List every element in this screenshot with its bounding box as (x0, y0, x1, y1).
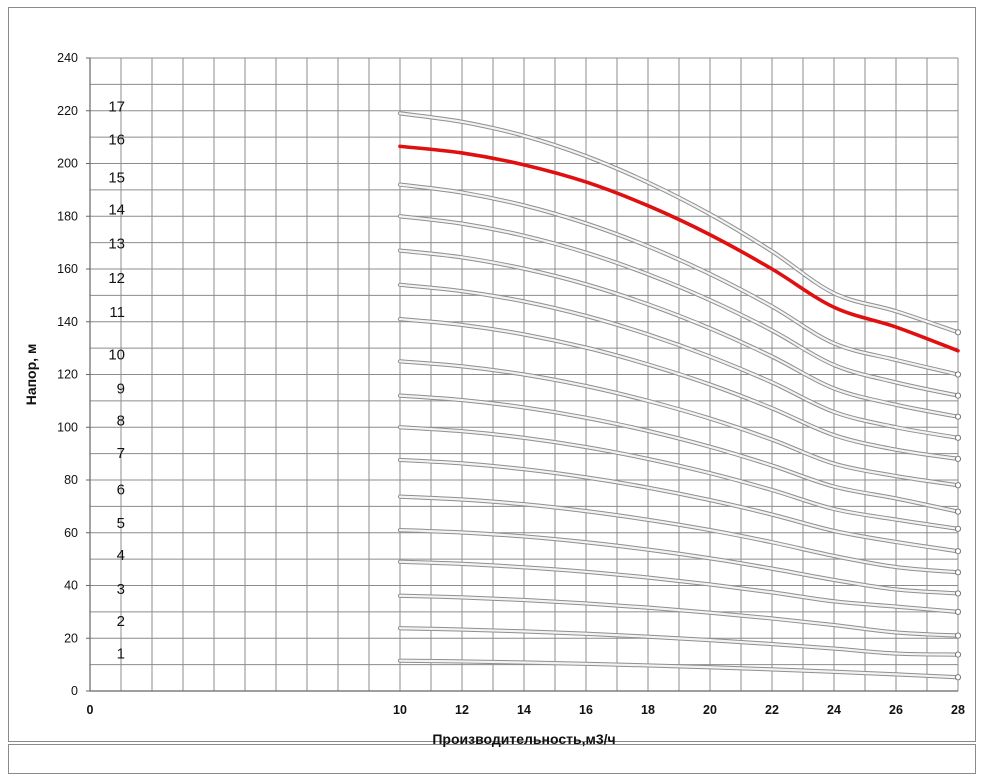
curve-1 (398, 659, 960, 679)
curves (397, 111, 962, 681)
y-tick-label: 240 (57, 51, 78, 65)
curve-label-13: 13 (108, 236, 125, 253)
curve-12 (398, 283, 960, 439)
curve-label-2: 2 (117, 613, 125, 630)
curve-label-14: 14 (108, 201, 125, 218)
y-axis-label: Напор, м (23, 344, 39, 406)
curve-label-9: 9 (117, 381, 125, 398)
curve-14 (398, 215, 960, 397)
x-tick-label: 18 (641, 703, 655, 717)
curve-label-7: 7 (117, 445, 125, 462)
curve-17 (398, 112, 960, 334)
curve-13 (398, 249, 960, 418)
curve-6-endpoint (954, 569, 962, 576)
curve-label-10: 10 (108, 346, 125, 363)
x-tick-label: 28 (951, 703, 965, 717)
y-tick-label: 40 (64, 579, 78, 593)
y-tick-label: 60 (64, 526, 78, 540)
curve-3 (398, 594, 960, 637)
curve-label-12: 12 (108, 270, 125, 287)
curve-label-17: 17 (108, 98, 125, 115)
x-tick-label: 16 (579, 703, 593, 717)
curve-12-endpoint (954, 434, 962, 441)
y-tick-label: 200 (57, 157, 78, 171)
y-tick-label: 180 (57, 209, 78, 223)
curve-1-endpoint (954, 674, 962, 681)
curve-label-16: 16 (108, 131, 125, 148)
y-tick-label: 20 (64, 631, 78, 645)
y-tick-label: 100 (57, 420, 78, 434)
curve-14-endpoint (954, 392, 962, 399)
x-tick-label: 24 (827, 703, 841, 717)
curve-15 (398, 183, 960, 376)
curve-6 (398, 495, 960, 574)
x-tick-label: 14 (517, 703, 531, 717)
curve-label-3: 3 (117, 581, 125, 598)
curve-11-endpoint (954, 455, 962, 462)
curve-5-endpoint (954, 590, 962, 597)
curve-4-endpoint (954, 608, 962, 615)
curve-label-11: 11 (109, 304, 125, 321)
curve-2-endpoint (954, 651, 962, 658)
curve-2 (398, 627, 960, 656)
y-tick-label: 80 (64, 473, 78, 487)
y-tick-label: 220 (57, 104, 78, 118)
curve-label-5: 5 (117, 515, 125, 532)
curve-label-1: 1 (117, 646, 125, 663)
curve-label-15: 15 (108, 170, 125, 187)
curve-7 (398, 458, 960, 553)
curve-label-4: 4 (117, 547, 125, 564)
x-tick-label: 10 (393, 703, 407, 717)
curve-4 (398, 560, 960, 613)
x-tick-label: 22 (765, 703, 779, 717)
curve-17-endpoint (954, 329, 962, 336)
curve-3-endpoint (954, 632, 962, 639)
curve-10-endpoint (954, 482, 962, 489)
x-tick-label: 20 (703, 703, 717, 717)
curve-5 (398, 529, 960, 595)
curve-label-6: 6 (117, 482, 125, 499)
curve-7-endpoint (954, 548, 962, 555)
curve-15-endpoint (954, 371, 962, 378)
x-tick-label: 0 (87, 703, 94, 717)
y-tick-label: 160 (57, 262, 78, 276)
y-tick-label: 140 (57, 315, 78, 329)
y-tick-label: 0 (71, 684, 78, 698)
curve-9-endpoint (954, 508, 962, 515)
curve-10 (398, 360, 960, 487)
curve-8 (398, 426, 960, 530)
y-tick-label: 120 (57, 368, 78, 382)
x-tick-label: 26 (889, 703, 903, 717)
x-axis-label: Производительность,м3/ч (432, 731, 615, 747)
curve-label-8: 8 (117, 412, 125, 429)
curve-13-endpoint (954, 413, 962, 420)
curve-16-highlight (398, 144, 960, 353)
curve-11 (398, 318, 960, 460)
curve-8-endpoint (954, 525, 962, 532)
x-tick-label: 12 (455, 703, 469, 717)
curve-9 (398, 394, 960, 513)
